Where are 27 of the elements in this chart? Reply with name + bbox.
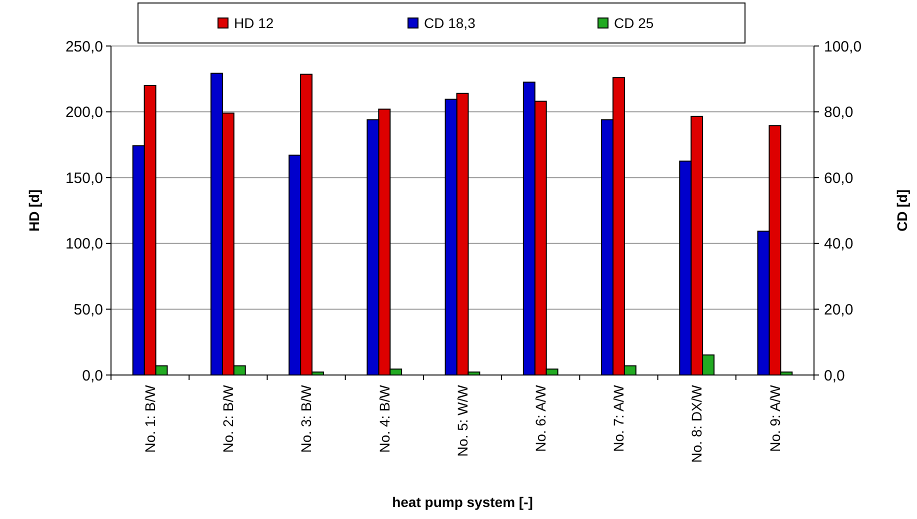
y-tick-label: 250,0 — [65, 38, 103, 56]
y2-tick-label: 100,0 — [824, 38, 862, 56]
x-tick-label: No. 7: A/W — [610, 384, 627, 452]
x-tick-label: No. 8: DX/W — [688, 384, 705, 463]
y-tick-label: 150,0 — [65, 170, 103, 187]
x-tick-label: No. 2: B/W — [220, 384, 236, 453]
legend-label: CD 18,3 — [424, 14, 476, 31]
x-tick-label: No. 9: A/W — [766, 384, 783, 452]
y2-tick-label: 60,0 — [824, 170, 854, 187]
y-tick-label: 0,0 — [82, 367, 103, 384]
y-tick-label: 200,0 — [65, 104, 103, 122]
x-tick-label: No. 5: W/W — [454, 384, 470, 457]
x-axis-title: heat pump system [-] — [392, 494, 533, 510]
legend-label: HD 12 — [234, 14, 274, 31]
x-tick-label: No. 6: A/W — [532, 384, 549, 452]
y2-tick-label: 80,0 — [824, 104, 854, 122]
y-tick-label: 50,0 — [74, 301, 103, 318]
y2-axis-title: CD [d] — [894, 190, 910, 232]
x-tick-label: No. 1: B/W — [142, 384, 158, 453]
legend-label: CD 25 — [614, 14, 654, 31]
x-tick-label: No. 4: B/W — [376, 384, 392, 453]
x-tick-label: No. 3: B/W — [298, 384, 314, 453]
y2-tick-label: 40,0 — [824, 236, 854, 253]
y-tick-label: 100,0 — [65, 236, 103, 253]
y-axis-title: HD [d] — [26, 190, 42, 232]
y2-tick-label: 0,0 — [824, 367, 845, 384]
y2-tick-label: 20,0 — [824, 301, 854, 318]
